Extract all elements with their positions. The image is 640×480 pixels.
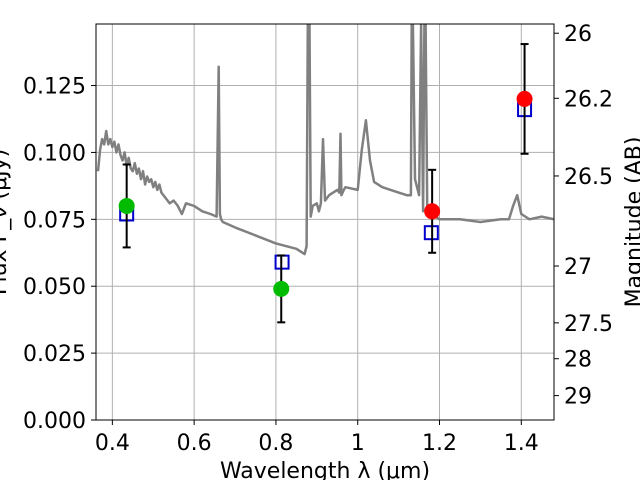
x-axis-label: Wavelength λ (μm): [220, 459, 430, 480]
y-axis-label: Flux F_ν (μJy): [0, 149, 12, 295]
right-tick-label: 26.2: [564, 87, 613, 112]
y-tick-label: 0.025: [23, 342, 86, 367]
y-tick-label: 0.050: [23, 275, 86, 300]
right-tick-label: 27: [564, 255, 592, 280]
plot-frame: [95, 23, 555, 421]
y-tick-label: 0.000: [23, 409, 86, 434]
observed-marker: [424, 203, 441, 220]
y-tick-label: 0.125: [23, 75, 86, 100]
right-tick-label: 28: [564, 348, 592, 373]
x-tick-label: 0.4: [95, 431, 130, 456]
x-tick-label: 0.6: [177, 431, 212, 456]
axis-ticks: 0.4 0.6 0.8 1 1.2 1.4 0.000 0.025 0.050 0.075 0.10…: [23, 22, 613, 456]
x-tick-label: 1.4: [504, 431, 539, 456]
x-tick-label: 0.8: [258, 431, 293, 456]
x-tick-label: 1.2: [422, 431, 457, 456]
spectrum-series: [96, 24, 554, 256]
right-tick-label: 26: [564, 22, 592, 47]
observed-marker: [273, 280, 290, 297]
right-tick-label: 26.5: [564, 165, 613, 190]
photometry-points: [118, 43, 533, 324]
right-tick-label: 27.5: [564, 312, 613, 337]
right-axis-label: Magnitude (AB): [622, 137, 640, 308]
y-tick-label: 0.075: [23, 208, 86, 233]
observed-marker: [118, 197, 135, 214]
right-tick-label: 29: [564, 385, 592, 410]
y-tick-label: 0.100: [23, 141, 86, 166]
observed-marker: [516, 90, 533, 107]
x-tick-label: 1: [351, 431, 365, 456]
spectrum-line: [96, 24, 554, 256]
